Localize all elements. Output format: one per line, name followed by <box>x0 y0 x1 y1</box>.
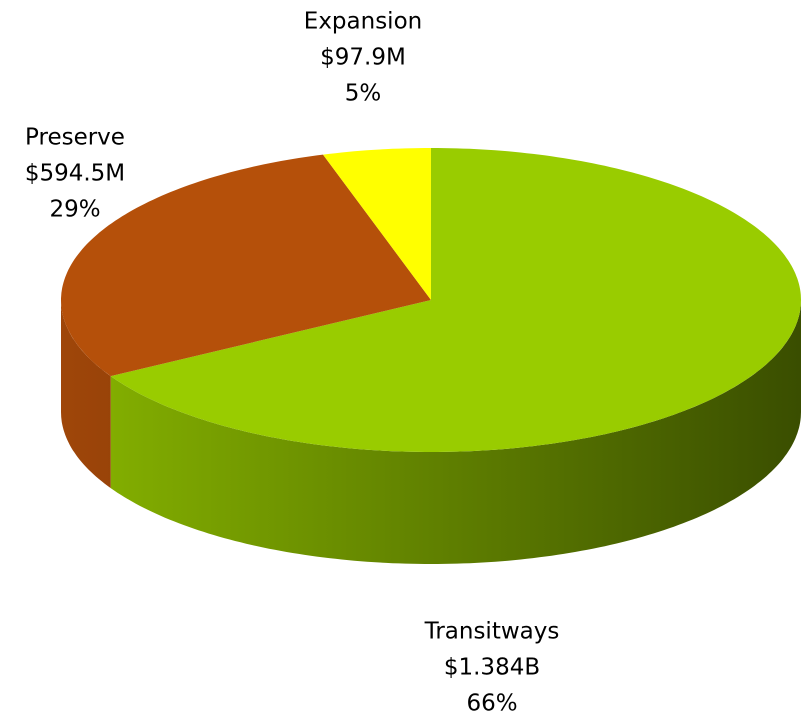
slice-label: Transitways <box>424 619 560 645</box>
slice-value-label: $594.5M <box>25 161 125 187</box>
slice <box>61 154 431 377</box>
slice <box>110 148 801 452</box>
slice-label: Preserve <box>25 125 125 151</box>
slice-percent-label: 5% <box>345 81 382 107</box>
slice-value-label: $1.384B <box>444 655 540 681</box>
slice-percent-label: 66% <box>466 691 517 714</box>
slice <box>323 148 431 300</box>
slice-side <box>61 300 111 489</box>
slice-label: Expansion <box>304 9 422 35</box>
slice-percent-label: 29% <box>49 197 100 223</box>
slice-value-label: $97.9M <box>320 45 406 71</box>
slice-side <box>110 300 801 564</box>
